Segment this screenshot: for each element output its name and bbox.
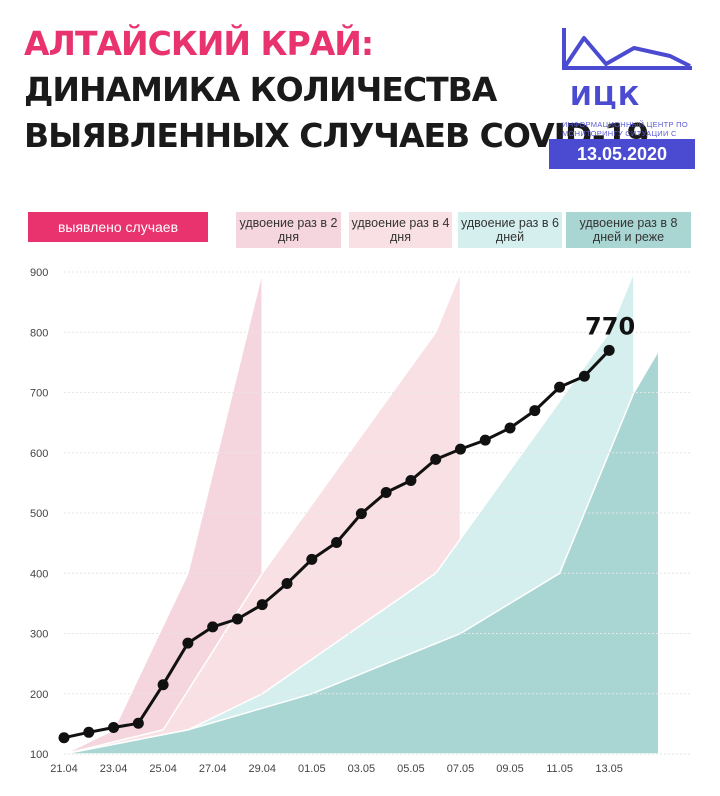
y-tick-label: 800 [30, 327, 48, 339]
data-point [529, 405, 541, 417]
legend-doubling-4-days: удвоение раз в 4 дня [349, 212, 452, 248]
data-point [306, 553, 318, 565]
chart-title-line-2: ВЫЯВЛЕННЫХ СЛУЧАЕВ COVID-19 [24, 116, 650, 155]
x-tick-label: 09.05 [496, 763, 524, 775]
data-point [207, 621, 219, 633]
data-point [454, 443, 466, 455]
legend-detected: выявлено случаев [28, 212, 208, 242]
x-tick-label: 05.05 [397, 763, 425, 775]
x-tick-label: 25.04 [149, 763, 177, 775]
legend-doubling-8-days: удвоение раз в 8 дней и реже [566, 212, 691, 248]
y-tick-label: 200 [30, 689, 48, 701]
data-point [504, 422, 516, 434]
data-point [182, 637, 194, 649]
data-point [380, 487, 392, 499]
x-tick-label: 21.04 [50, 763, 78, 775]
y-tick-label: 600 [30, 448, 48, 460]
y-tick-label: 100 [30, 749, 48, 761]
chart-title-region: АЛТАЙСКИЙ КРАЙ: [24, 24, 374, 63]
data-point [430, 453, 442, 465]
data-point [281, 577, 293, 589]
data-point [132, 717, 144, 729]
data-point [554, 381, 566, 393]
data-point [355, 508, 367, 520]
data-point [331, 537, 343, 549]
data-point [83, 726, 95, 738]
data-point [231, 613, 243, 625]
legend-doubling-2-days: удвоение раз в 2 дня [236, 212, 341, 248]
legend-doubling-6-days: удвоение раз в 6 дней [458, 212, 562, 248]
y-tick-label: 900 [30, 267, 48, 279]
y-tick-label: 300 [30, 629, 48, 641]
x-tick-label: 29.04 [248, 763, 276, 775]
band-doubling-8-days [64, 347, 660, 754]
chart-title-line-1: ДИНАМИКА КОЛИЧЕСТВА [24, 70, 497, 109]
x-tick-label: 13.05 [595, 763, 623, 775]
data-point [58, 732, 70, 744]
y-tick-label: 400 [30, 568, 48, 580]
data-point [479, 434, 491, 446]
x-tick-label: 03.05 [348, 763, 376, 775]
y-tick-label: 700 [30, 388, 48, 400]
x-tick-label: 07.05 [447, 763, 475, 775]
x-tick-label: 27.04 [199, 763, 227, 775]
x-tick-label: 11.05 [546, 763, 573, 775]
data-point [578, 370, 590, 382]
data-point [108, 721, 120, 733]
data-point [603, 344, 615, 356]
y-tick-label: 500 [30, 508, 48, 520]
data-point [405, 474, 417, 486]
logo-name: ИЦК [570, 82, 641, 112]
data-point [256, 599, 268, 611]
logo-mountain-icon [562, 28, 692, 70]
date-badge: 13.05.2020 [549, 139, 695, 169]
cases-line-chart: 100 200 300 400 500 600 700 800 900 21.04 23.04 25… [30, 267, 690, 775]
x-tick-label: 23.04 [100, 763, 128, 775]
data-point [157, 679, 169, 691]
last-value-label: 770 [585, 312, 635, 340]
x-tick-label: 01.05 [298, 763, 326, 775]
